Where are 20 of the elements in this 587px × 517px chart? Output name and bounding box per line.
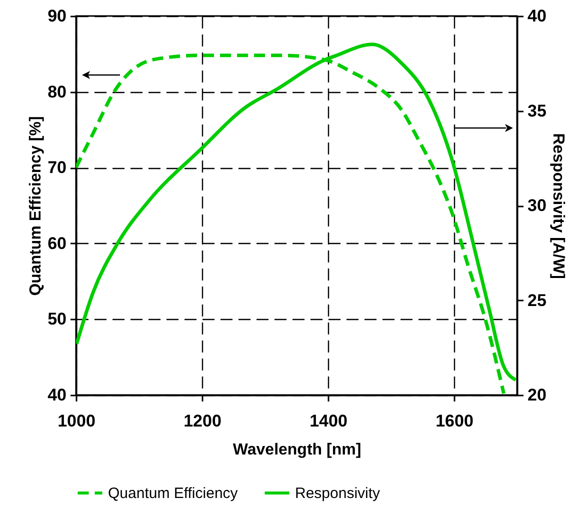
y2-axis-title: Responsivity [A/W]: [549, 133, 566, 279]
y2-tick-label: 20: [528, 386, 546, 404]
y-tick-label: 40: [48, 386, 66, 404]
y2-tick-label: 25: [528, 290, 546, 310]
y-tick-label: 60: [48, 234, 66, 253]
x-tick-label: 1000: [58, 412, 96, 430]
y-tick-label: 50: [48, 310, 66, 329]
y2-tick-label: 30: [528, 196, 546, 215]
x-tick-label: 1600: [436, 412, 474, 430]
x-axis-title: Wavelength [nm]: [232, 442, 362, 458]
y-tick-label: 70: [48, 158, 66, 178]
y2-tick-label: 40: [528, 6, 546, 26]
y-tick-label: 90: [48, 6, 66, 26]
x-tick-label: 1400: [310, 412, 348, 430]
y-tick-label: 80: [48, 82, 66, 102]
y-axis-title: Quantum Efficiency [%]: [28, 116, 45, 296]
y2-tick-label: 35: [528, 101, 546, 120]
x-tick-label: 1200: [184, 412, 222, 430]
legend-label: Quantum Efficiency: [108, 485, 238, 502]
legend-label: Responsivity: [295, 485, 381, 502]
